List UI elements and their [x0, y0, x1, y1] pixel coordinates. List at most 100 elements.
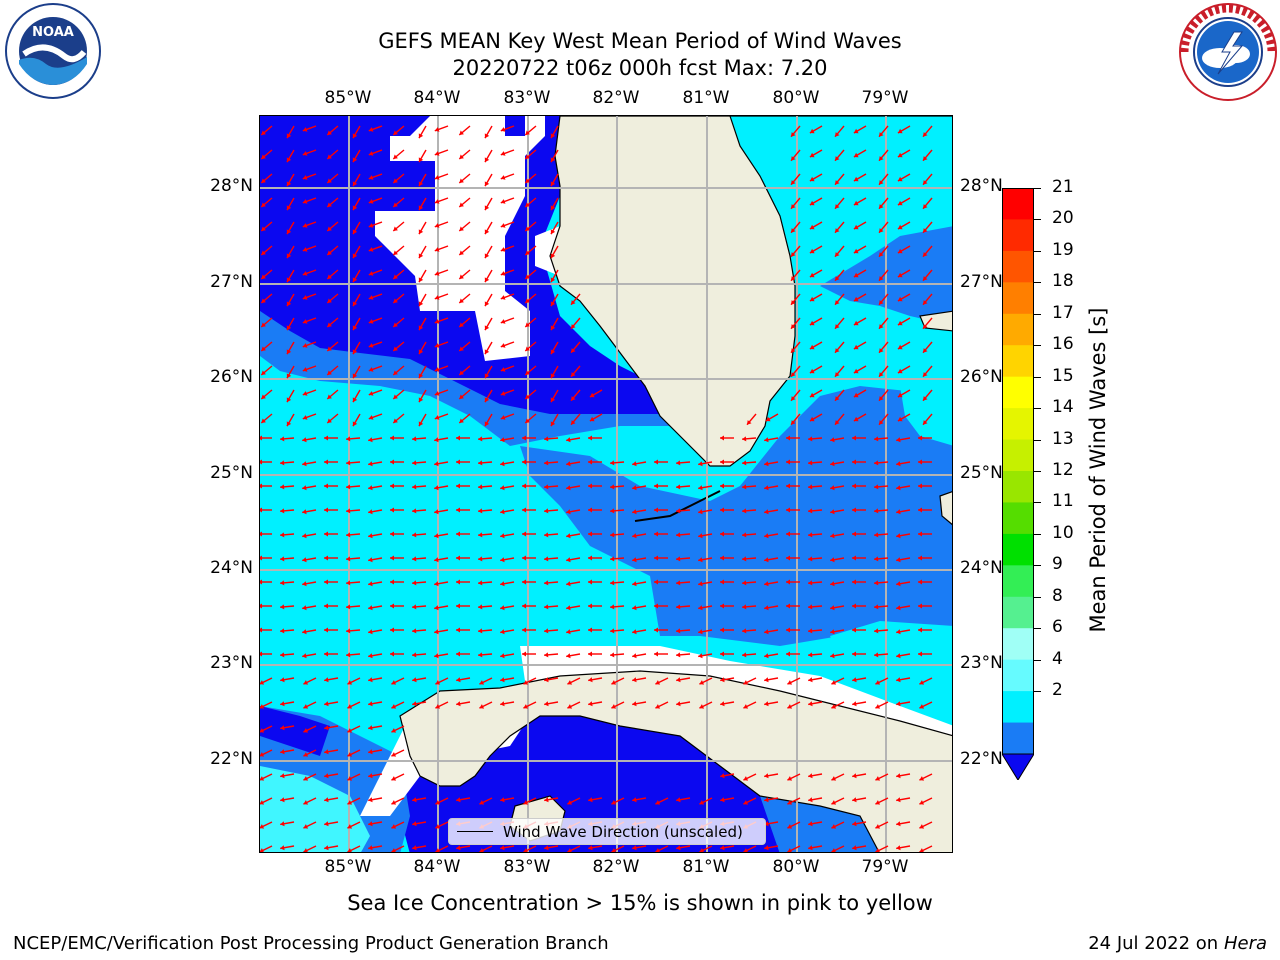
- wave-arrow-head: [500, 797, 505, 803]
- colorbar-tick-mark: [1034, 533, 1041, 535]
- wave-arrow-head: [484, 157, 490, 163]
- wave-arrow-head: [327, 250, 332, 255]
- wave-arrow-head: [791, 156, 796, 161]
- wave-arrow-head: [852, 483, 856, 489]
- wave-arrow-head: [831, 800, 837, 805]
- wave-arrow-head: [786, 627, 790, 633]
- wave-arrow-head: [412, 821, 417, 827]
- wave-arrow-head: [434, 271, 440, 276]
- wave-arrow-head: [897, 296, 903, 302]
- lat-label-left: 24°N: [210, 558, 253, 578]
- wave-arrow-head: [459, 322, 464, 327]
- wave-arrow-head: [544, 460, 549, 466]
- wave-arrow-head: [874, 436, 879, 442]
- colorbar-segment: [1002, 659, 1034, 692]
- wave-arrow-head: [787, 776, 793, 781]
- colorbar-segment: [1002, 188, 1034, 220]
- sea-ice-note: Sea Ice Concentration > 15% is shown in …: [347, 891, 933, 915]
- wave-arrow-head: [368, 295, 374, 300]
- wave-arrow-head: [368, 629, 373, 635]
- wave-arrow-head: [260, 579, 262, 585]
- wave-arrow-head: [434, 629, 439, 635]
- wave-arrow-head: [874, 628, 879, 634]
- wave-arrow-head: [456, 555, 460, 561]
- wave-arrow-head: [808, 556, 813, 562]
- wave-arrow-head: [522, 435, 526, 441]
- colorbar-tick-mark: [1034, 439, 1041, 441]
- wave-arrow-head: [302, 247, 308, 252]
- wave-arrow-head: [875, 776, 881, 781]
- wave-arrow-head: [743, 776, 749, 781]
- wave-arrow-head: [918, 627, 922, 633]
- wave-arrow-head: [632, 581, 637, 587]
- wave-arrow-head: [478, 652, 483, 658]
- wave-arrow-head: [286, 301, 292, 307]
- lon-label-bottom: 84°W: [413, 857, 461, 877]
- wave-arrow-head: [550, 397, 556, 403]
- colorbar-segment: [1002, 628, 1034, 661]
- wave-arrow-head: [875, 704, 881, 709]
- wave-arrow-head: [852, 701, 857, 707]
- wave-arrow-head: [390, 579, 394, 585]
- lon-label-top: 80°W: [772, 88, 820, 108]
- wave-arrow-head: [302, 629, 307, 635]
- wave-arrow-head: [809, 272, 815, 278]
- wave-arrow-head: [875, 680, 881, 685]
- wave-arrow-head: [764, 485, 769, 491]
- wave-arrow-head: [500, 485, 505, 491]
- wave-arrow-head: [500, 127, 506, 132]
- wave-arrow-head: [874, 508, 879, 514]
- lon-label-bottom: 79°W: [861, 857, 909, 877]
- wave-arrow-head: [459, 226, 464, 231]
- colorbar-segment: [1002, 502, 1034, 535]
- colorbar-tick: 15: [1052, 365, 1074, 386]
- colorbar-tick-mark: [1034, 471, 1041, 472]
- wave-arrow-head: [352, 181, 358, 187]
- colorbar-tick-mark: [1034, 502, 1041, 504]
- wave-arrow-head: [808, 701, 813, 707]
- wave-arrow-head: [456, 845, 461, 851]
- wave-arrow-head: [324, 701, 329, 707]
- wave-arrow-head: [500, 199, 506, 204]
- wave-arrow-head: [655, 704, 661, 709]
- wave-arrow-head: [897, 320, 903, 326]
- wave-arrow-head: [676, 532, 681, 538]
- wave-arrow-head: [809, 128, 815, 134]
- wave-arrow-head: [923, 276, 928, 281]
- wave-arrow-head: [742, 604, 747, 610]
- wave-arrow-head: [484, 229, 490, 235]
- wave-arrow-head: [368, 223, 374, 228]
- wave-arrow-head: [459, 418, 464, 423]
- wave-arrow-head: [791, 396, 796, 401]
- wave-arrow-head: [522, 483, 526, 489]
- wave-arrow-head: [459, 370, 464, 375]
- wave-arrow-head: [852, 821, 857, 827]
- wave-arrow-head: [852, 579, 856, 585]
- wave-arrow-head: [412, 436, 417, 442]
- wave-arrow-head: [923, 156, 928, 161]
- wave-arrow-head: [919, 776, 925, 781]
- wave-arrow-head: [566, 605, 571, 611]
- wave-arrow-head: [787, 824, 793, 829]
- wave-arrow-head: [303, 800, 309, 805]
- wave-arrow-head: [302, 151, 308, 156]
- wave-arrow-head: [324, 555, 328, 561]
- wave-arrow-head: [327, 226, 332, 231]
- wave-arrow-head: [610, 460, 615, 466]
- wave-arrow-head: [786, 435, 790, 441]
- wave-arrow-head: [896, 677, 901, 683]
- colorbar-tick-mark: [1034, 408, 1041, 410]
- wave-arrow-head: [550, 325, 556, 331]
- wave-arrow-head: [286, 133, 292, 139]
- wave-arrow-head: [434, 461, 439, 467]
- wave-arrow-head: [874, 484, 879, 490]
- wave-arrow-head: [632, 701, 637, 707]
- wave-arrow-head: [566, 653, 571, 659]
- wave-arrow-head: [393, 178, 398, 183]
- colorbar-tick: 8: [1052, 585, 1063, 606]
- wave-arrow-head: [830, 533, 835, 539]
- wave-arrow-head: [588, 627, 592, 633]
- wave-arrow-head: [412, 652, 417, 658]
- wave-arrow-head: [260, 776, 265, 781]
- wave-arrow-head: [699, 704, 705, 709]
